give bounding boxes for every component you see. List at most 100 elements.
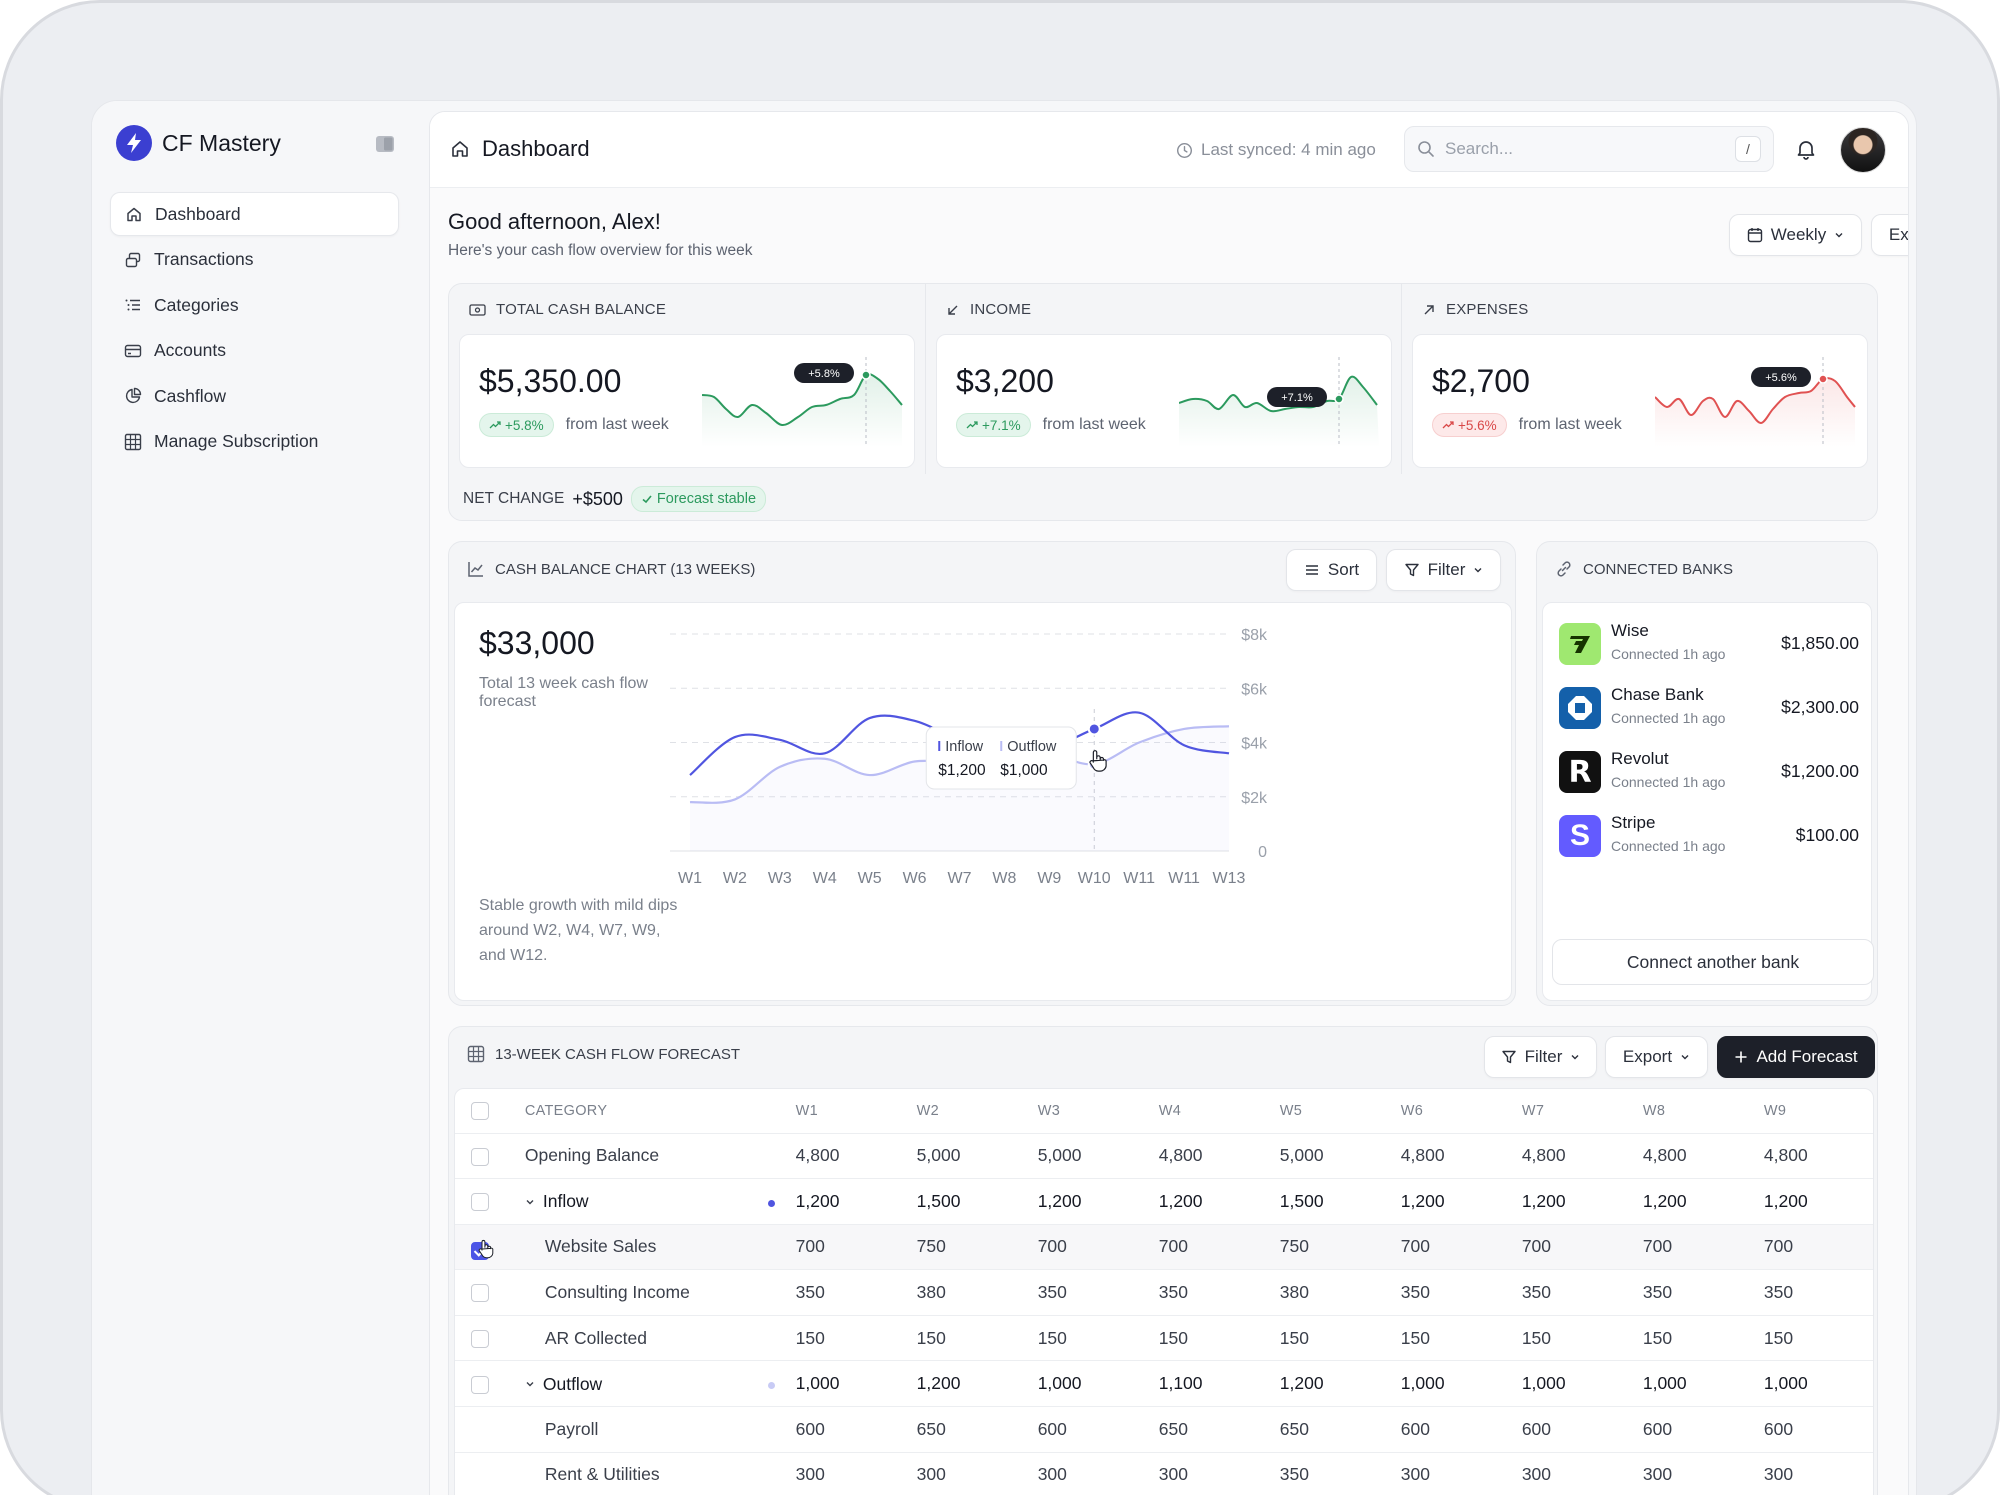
value-cell[interactable]: 4,800 xyxy=(1146,1133,1268,1180)
value-cell[interactable]: 1,000 xyxy=(1025,1360,1147,1408)
column-header[interactable]: W7 xyxy=(1509,1089,1631,1134)
value-cell[interactable]: 1,200 xyxy=(904,1360,1026,1408)
bank-row-chase-bank[interactable]: Chase Bank Connected 1h ago $2,300.00 xyxy=(1559,685,1859,731)
chart-filter-button[interactable]: Filter xyxy=(1386,549,1501,591)
value-cell[interactable]: 1,500 xyxy=(1267,1178,1389,1225)
value-cell[interactable]: 350 xyxy=(783,1269,905,1316)
bank-row-stripe[interactable]: S Stripe Connected 1h ago $100.00 xyxy=(1559,813,1859,859)
value-cell[interactable]: 600 xyxy=(1025,1406,1147,1453)
value-cell[interactable]: 650 xyxy=(904,1406,1026,1453)
column-header[interactable]: W9 xyxy=(1751,1089,1873,1134)
sidebar-toggle-icon[interactable] xyxy=(375,134,395,154)
value-cell[interactable]: 350 xyxy=(1630,1269,1752,1316)
value-cell[interactable]: 700 xyxy=(1509,1224,1631,1271)
value-cell[interactable]: 1,200 xyxy=(1146,1178,1268,1225)
value-cell[interactable]: 300 xyxy=(1388,1452,1510,1495)
table-row[interactable]: Rent & Utilities 300 300 300 300 350 300 300 300… xyxy=(455,1452,1873,1495)
value-cell[interactable]: 300 xyxy=(783,1452,905,1495)
value-cell[interactable]: 1,000 xyxy=(1751,1360,1873,1408)
value-cell[interactable]: 700 xyxy=(1388,1224,1510,1271)
forecast-export-button[interactable]: Export xyxy=(1605,1036,1708,1078)
chevron-down-icon[interactable] xyxy=(525,1197,535,1207)
value-cell[interactable]: 1,200 xyxy=(1267,1360,1389,1408)
value-cell[interactable]: 150 xyxy=(1388,1315,1510,1362)
chevron-down-icon[interactable] xyxy=(525,1379,535,1389)
sidebar-item-manage-subscription[interactable]: Manage Subscription xyxy=(110,420,399,464)
value-cell[interactable]: 150 xyxy=(1630,1315,1752,1362)
value-cell[interactable]: 300 xyxy=(904,1452,1026,1495)
value-cell[interactable]: 300 xyxy=(1509,1452,1631,1495)
value-cell[interactable]: 600 xyxy=(1388,1406,1510,1453)
value-cell[interactable]: 600 xyxy=(1751,1406,1873,1453)
value-cell[interactable]: 1,000 xyxy=(1509,1360,1631,1408)
period-select[interactable]: Weekly xyxy=(1729,214,1862,256)
value-cell[interactable]: 4,800 xyxy=(783,1133,905,1180)
value-cell[interactable]: 350 xyxy=(1388,1269,1510,1316)
value-cell[interactable]: 4,800 xyxy=(1388,1133,1510,1180)
value-cell[interactable]: 350 xyxy=(1025,1269,1147,1316)
value-cell[interactable]: 300 xyxy=(1751,1452,1873,1495)
column-header[interactable]: CATEGORY xyxy=(524,1089,768,1134)
value-cell[interactable]: 150 xyxy=(1751,1315,1873,1362)
value-cell[interactable]: 5,000 xyxy=(1267,1133,1389,1180)
value-cell[interactable]: 380 xyxy=(1267,1269,1389,1316)
value-cell[interactable]: 1,200 xyxy=(1630,1178,1752,1225)
table-row[interactable]: Opening Balance 4,800 5,000 5,000 4,800 5,000… xyxy=(455,1133,1873,1180)
row-checkbox[interactable] xyxy=(471,1284,489,1303)
value-cell[interactable]: 1,200 xyxy=(783,1178,905,1225)
row-checkbox[interactable] xyxy=(471,1330,489,1349)
value-cell[interactable]: 350 xyxy=(1509,1269,1631,1316)
value-cell[interactable]: 150 xyxy=(783,1315,905,1362)
value-cell[interactable]: 350 xyxy=(1267,1452,1389,1495)
bank-row-wise[interactable]: Wise Connected 1h ago $1,850.00 xyxy=(1559,621,1859,667)
bank-row-revolut[interactable]: R Revolut Connected 1h ago $1,200.00 xyxy=(1559,749,1859,795)
sidebar-item-dashboard[interactable]: Dashboard xyxy=(110,192,399,236)
value-cell[interactable]: 4,800 xyxy=(1509,1133,1631,1180)
value-cell[interactable]: 5,000 xyxy=(1025,1133,1147,1180)
export-button[interactable]: Export xyxy=(1871,214,1908,256)
column-header[interactable]: W3 xyxy=(1025,1089,1147,1134)
value-cell[interactable]: 650 xyxy=(1146,1406,1268,1453)
row-checkbox[interactable] xyxy=(471,1375,489,1394)
column-header[interactable]: W5 xyxy=(1267,1089,1389,1134)
column-header[interactable]: W2 xyxy=(904,1089,1026,1134)
value-cell[interactable]: 1,200 xyxy=(1388,1178,1510,1225)
sidebar-item-accounts[interactable]: Accounts xyxy=(110,329,399,373)
brand[interactable]: CF Mastery xyxy=(116,125,281,161)
forecast-filter-button[interactable]: Filter xyxy=(1484,1036,1597,1078)
value-cell[interactable]: 1,100 xyxy=(1146,1360,1268,1408)
connect-bank-button[interactable]: Connect another bank xyxy=(1552,939,1874,985)
value-cell[interactable]: 700 xyxy=(1751,1224,1873,1271)
column-header[interactable]: W8 xyxy=(1630,1089,1752,1134)
column-header[interactable]: W1 xyxy=(783,1089,905,1134)
value-cell[interactable]: 1,200 xyxy=(1509,1178,1631,1225)
value-cell[interactable]: 600 xyxy=(783,1406,905,1453)
value-cell[interactable]: 1,500 xyxy=(904,1178,1026,1225)
value-cell[interactable]: 1,000 xyxy=(1388,1360,1510,1408)
sort-button[interactable]: Sort xyxy=(1286,549,1377,591)
table-row[interactable]: Payroll 600 650 600 650 650 600 600 600 600 xyxy=(455,1406,1873,1453)
value-cell[interactable]: 700 xyxy=(783,1224,905,1271)
value-cell[interactable]: 1,200 xyxy=(1751,1178,1873,1225)
column-header[interactable]: W6 xyxy=(1388,1089,1510,1134)
add-forecast-button[interactable]: Add Forecast xyxy=(1717,1036,1875,1078)
value-cell[interactable]: 1,200 xyxy=(1025,1178,1147,1225)
select-all-checkbox[interactable] xyxy=(471,1101,489,1120)
value-cell[interactable]: 650 xyxy=(1267,1406,1389,1453)
row-checkbox[interactable] xyxy=(471,1193,489,1212)
row-checkbox[interactable] xyxy=(471,1147,489,1166)
search-input[interactable] xyxy=(1445,139,1725,159)
bell-icon[interactable] xyxy=(1795,138,1817,165)
sidebar-item-cashflow[interactable]: Cashflow xyxy=(110,374,399,418)
value-cell[interactable]: 300 xyxy=(1025,1452,1147,1495)
value-cell[interactable]: 380 xyxy=(904,1269,1026,1316)
table-row[interactable]: Inflow 1,200 1,500 1,200 1,200 1,500 1,200 1,20… xyxy=(455,1178,1873,1225)
value-cell[interactable]: 150 xyxy=(1146,1315,1268,1362)
value-cell[interactable]: 150 xyxy=(1025,1315,1147,1362)
search-box[interactable]: / xyxy=(1404,126,1774,172)
value-cell[interactable]: 4,800 xyxy=(1751,1133,1873,1180)
value-cell[interactable]: 700 xyxy=(1630,1224,1752,1271)
table-row[interactable]: Outflow 1,000 1,200 1,000 1,100 1,200 1,000 1,0… xyxy=(455,1360,1873,1408)
value-cell[interactable]: 1,000 xyxy=(783,1360,905,1408)
table-row[interactable]: Consulting Income 350 380 350 350 380 350 350 35… xyxy=(455,1269,1873,1316)
